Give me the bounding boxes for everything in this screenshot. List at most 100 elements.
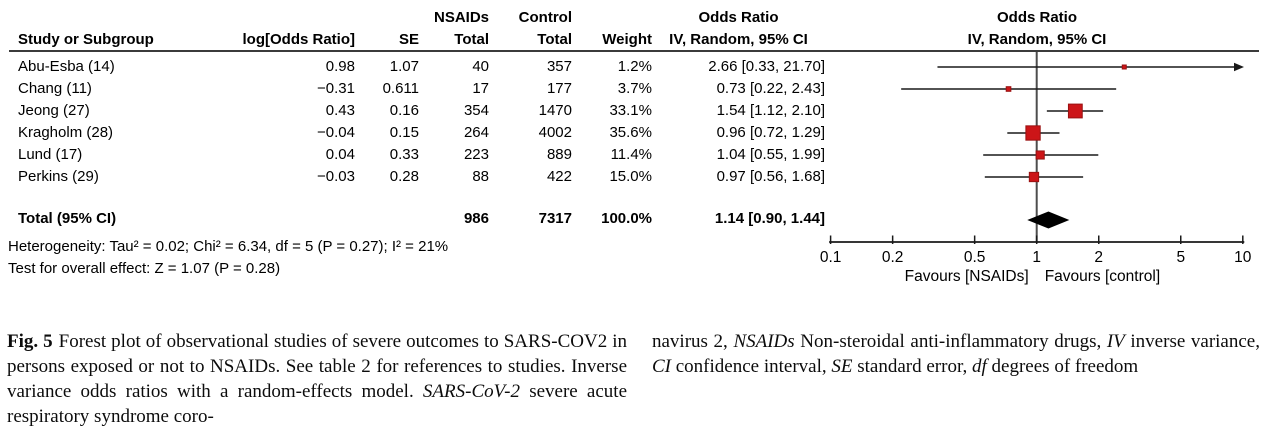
log-odds-ratio: −0.04: [317, 124, 355, 141]
caption-text: CI: [652, 356, 671, 377]
total-weight: 100.0%: [601, 210, 652, 227]
study-name: Chang (11): [18, 80, 92, 97]
log-odds-ratio: 0.98: [325, 58, 355, 75]
standard-error: 0.33: [389, 146, 419, 163]
study-name: Jeong (27): [18, 102, 90, 119]
control-total: 177: [546, 80, 572, 97]
standard-error: 0.16: [389, 102, 419, 119]
study-name: Abu-Esba (14): [18, 58, 115, 75]
spacer: [220, 8, 355, 28]
table-column-header-row: Study or Subgroup log[Odds Ratio] SE Tot…: [8, 30, 825, 50]
group-header-control: Control: [518, 9, 572, 26]
axis-tick-label: 2: [1094, 249, 1103, 266]
control-total: 1470: [538, 102, 572, 119]
heterogeneity-line: Heterogeneity: Tau² = 0.02; Chi² = 6.34,…: [8, 238, 449, 255]
plot-header-subtitle: IV, Random, 95% CI: [967, 31, 1107, 48]
odds-ratio-ci: 0.73 [0.22, 2.43]: [716, 80, 825, 97]
column-header-log-or: log[Odds Ratio]: [242, 31, 356, 48]
study-row: Chang (11) −0.31 0.611 17 177 3.7% 0.73 [0.22,…: [8, 78, 825, 100]
caption-text: SE: [831, 356, 853, 377]
total-diamond: [1027, 211, 1070, 229]
standard-error: 0.28: [389, 168, 419, 185]
caption-text: severe acute respiratory syndrome coro-: [7, 381, 627, 427]
weight: 15.0%: [609, 168, 652, 185]
caption-left-column: Fig. 5 Forest plot of observational studi…: [7, 329, 627, 429]
table-group-header-row: NSAIDs Control Odds Ratio: [8, 8, 825, 28]
study-row: Perkins (29) −0.03 0.28 88 422 15.0% 0.97 [0.5…: [8, 166, 825, 188]
ci-arrow-right: [1234, 62, 1244, 72]
study-row: Jeong (27) 0.43 0.16 354 1470 33.1% 1.54 [1.12…: [8, 100, 825, 122]
total-or-ci: 1.14 [0.90, 1.44]: [714, 210, 825, 227]
control-total: 422: [546, 168, 572, 185]
axis-tick-label: 10: [1234, 249, 1252, 266]
weight: 35.6%: [609, 124, 652, 141]
study-rows: Abu-Esba (14) 0.98 1.07 40 357 1.2% 2.66 [0.33…: [8, 56, 825, 188]
column-header-control-total: Total: [537, 31, 572, 48]
effect-marker: [1035, 150, 1045, 160]
odds-ratio-ci: 1.54 [1.12, 2.10]: [716, 102, 825, 119]
effect-marker: [1067, 103, 1083, 119]
caption-text: df: [972, 356, 987, 377]
axis-tick-label: 5: [1176, 249, 1185, 266]
header-rule: [9, 50, 1259, 52]
column-header-study: Study or Subgroup: [18, 31, 154, 48]
nsaids-total: 264: [463, 124, 489, 141]
spacer: [8, 8, 220, 28]
study-row: Abu-Esba (14) 0.98 1.07 40 357 1.2% 2.66 [0.33…: [8, 56, 825, 78]
control-total: 4002: [538, 124, 572, 141]
nsaids-total: 40: [472, 58, 489, 75]
log-odds-ratio: 0.04: [325, 146, 355, 163]
favours-right-label: Favours [control]: [1045, 268, 1160, 285]
caption-text: standard error,: [852, 356, 973, 377]
study-name: Perkins (29): [18, 168, 99, 185]
caption-fig-label: Fig. 5: [7, 331, 53, 352]
spacer: [572, 8, 652, 28]
weight: 33.1%: [609, 102, 652, 119]
standard-error: 0.611: [382, 80, 419, 97]
log-odds-ratio: 0.43: [325, 102, 355, 119]
plot-header-title: Odds Ratio: [996, 9, 1077, 26]
nsaids-total: 223: [463, 146, 489, 163]
overall-effect-line: Test for overall effect: Z = 1.07 (P = 0…: [8, 260, 281, 277]
weight: 3.7%: [617, 80, 652, 97]
favours-left-label: Favours [NSAIDs]: [905, 268, 1029, 285]
column-header-se: SE: [398, 31, 419, 48]
forest-plot-canvas: 0.1 0.2 0.5 1 2 5 10 Favours [NSAIDs] Favours [c…: [820, 52, 1252, 285]
study-row: Lund (17) 0.04 0.33 223 889 11.4% 1.04 [0.55, …: [8, 144, 825, 166]
caption-text: inverse variance,: [1124, 331, 1260, 352]
nsaids-total: 88: [472, 168, 489, 185]
weight: 11.4%: [610, 146, 652, 163]
axis-tick-label: 0.1: [820, 249, 841, 266]
caption-text: NSAIDs: [733, 331, 795, 352]
control-total: 357: [546, 58, 572, 75]
effect-marker: [1005, 86, 1012, 92]
odds-ratio-ci: 0.96 [0.72, 1.29]: [716, 124, 825, 141]
standard-error: 0.15: [389, 124, 419, 141]
caption-text: confidence interval,: [671, 356, 832, 377]
axis-tick-label: 0.5: [964, 249, 986, 266]
caption-text: SARS-CoV-2: [422, 381, 521, 402]
axis-tick-label: 0.2: [882, 249, 904, 266]
odds-ratio-ci: 1.04 [0.55, 1.99]: [716, 146, 825, 163]
column-header-nsaids-total: Total: [454, 31, 489, 48]
total-row: Total (95% CI) 986 7317 100.0% 1.14 [0.9…: [8, 208, 825, 230]
caption-text: Non-steroidal anti-inflammatory drugs,: [794, 331, 1107, 352]
spacer: [355, 8, 419, 28]
effect-marker: [1121, 64, 1127, 70]
odds-ratio-ci: 2.66 [0.33, 21.70]: [708, 58, 825, 75]
column-group-odds-ratio: Odds Ratio: [698, 9, 779, 26]
figure-caption: Fig. 5 Forest plot of observational studi…: [7, 329, 1260, 429]
study-name: Lund (17): [18, 146, 83, 163]
total-label: Total (95% CI): [18, 210, 117, 227]
caption-text: IV: [1106, 331, 1125, 352]
nsaids-total: 354: [463, 102, 489, 119]
total-nsaids: 986: [463, 210, 489, 227]
standard-error: 1.07: [389, 58, 419, 75]
spacer: [220, 208, 355, 230]
weight: 1.2%: [617, 58, 652, 75]
caption-text: degrees of freedom: [986, 356, 1139, 377]
control-total: 889: [546, 146, 572, 163]
nsaids-total: 17: [472, 80, 489, 97]
study-name: Kragholm (28): [18, 124, 114, 141]
